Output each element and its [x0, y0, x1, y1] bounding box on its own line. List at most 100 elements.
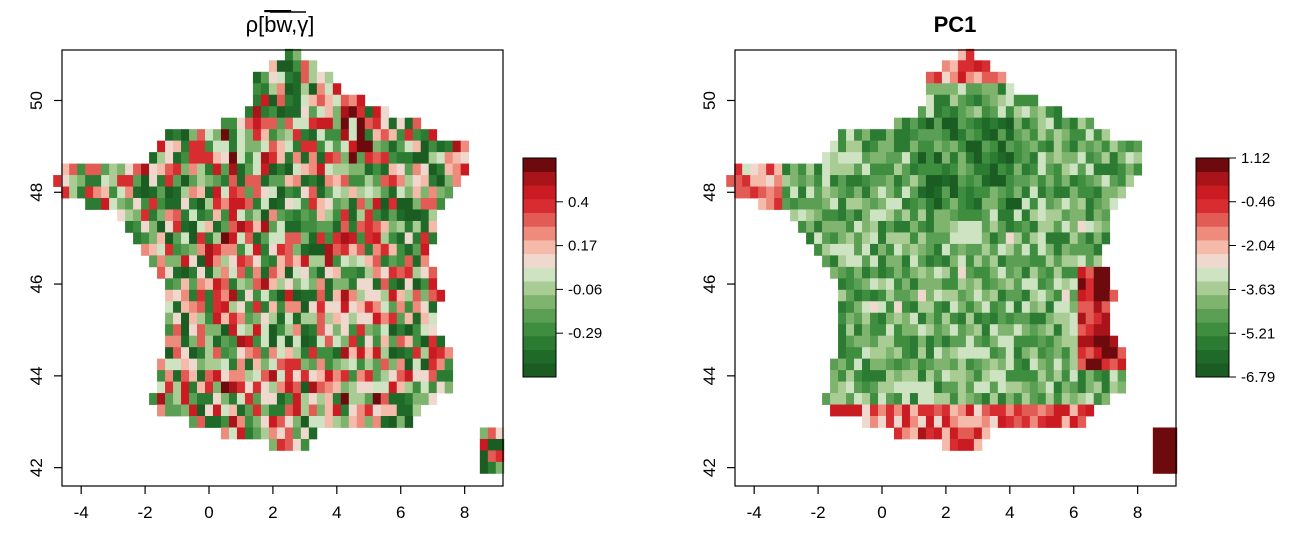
map-cell: [1021, 243, 1031, 256]
map-cell: [396, 243, 406, 256]
map-cell: [300, 117, 310, 130]
map-cell: [268, 381, 278, 394]
map-cell: [1045, 163, 1055, 176]
map-cell: [989, 347, 999, 360]
map-cell: [1013, 278, 1023, 291]
map-cell: [1045, 324, 1055, 337]
map-cell: [830, 255, 839, 268]
map-cell: [917, 416, 927, 428]
map-cell: [790, 163, 799, 176]
map-cell: [1005, 381, 1015, 394]
map-cell: [380, 129, 390, 142]
map-cell: [284, 393, 294, 405]
map-cell: [973, 163, 983, 176]
map-cell: [957, 404, 967, 417]
map-cell: [925, 393, 935, 405]
map-cell: [870, 175, 879, 187]
map-cell: [1093, 381, 1103, 394]
map-cell: [212, 175, 222, 187]
map-cell: [1117, 358, 1127, 371]
map-cell: [901, 175, 911, 187]
map-cell: [308, 94, 318, 107]
map-cell: [276, 60, 286, 73]
map-cell: [989, 312, 999, 325]
map-cell: [228, 175, 238, 187]
map-cell: [1069, 289, 1079, 302]
map-cell: [1005, 117, 1015, 130]
map-cell: [69, 186, 78, 199]
map-cell: [981, 370, 991, 382]
map-cell: [436, 152, 446, 164]
map-cell: [1061, 209, 1071, 222]
map-cell: [901, 301, 911, 314]
map-cell: [965, 209, 975, 222]
map-cell: [205, 358, 214, 371]
map-cell: [917, 335, 927, 348]
map-cell: [197, 186, 206, 199]
map-cell: [1029, 312, 1039, 325]
map-cell: [1085, 186, 1095, 199]
map-cell: [1085, 117, 1095, 130]
map-cell: [1005, 94, 1015, 107]
map-cell: [965, 335, 975, 348]
map-cell: [901, 117, 911, 130]
map-cell: [308, 301, 318, 314]
map-cell: [909, 209, 919, 222]
map-cell: [228, 117, 238, 130]
map-cell: [189, 358, 198, 371]
map-cell: [244, 198, 254, 210]
map-cell: [340, 370, 350, 382]
map-cell: [870, 278, 879, 291]
colorbar-swatch: [1196, 185, 1229, 200]
map-cell: [981, 404, 991, 417]
map-cell: [252, 71, 262, 84]
map-cell: [396, 152, 406, 164]
map-cell: [1013, 301, 1023, 314]
map-cell: [316, 152, 326, 164]
map-cell: [1045, 175, 1055, 187]
map-cell: [412, 232, 422, 245]
map-cell: [220, 175, 230, 187]
map-cell: [157, 220, 166, 233]
map-cell: [1053, 358, 1063, 371]
map-cell: [380, 266, 390, 279]
map-cell: [870, 381, 879, 394]
map-cell: [989, 324, 999, 337]
map-cell: [380, 209, 390, 222]
map-cell: [332, 416, 342, 428]
map-cell: [396, 220, 406, 233]
map-cell: [244, 312, 254, 325]
map-cell: [1013, 393, 1023, 405]
map-cell: [1093, 255, 1103, 268]
map-cell: [1077, 117, 1087, 130]
colorbar-swatch: [523, 363, 556, 378]
map-cell: [244, 370, 254, 382]
map-cell: [893, 152, 903, 164]
map-cell: [268, 140, 278, 153]
map-cell: [965, 427, 975, 440]
map-cell: [846, 266, 855, 279]
map-cell: [412, 220, 422, 233]
map-cell: [316, 266, 326, 279]
map-cell: [893, 140, 903, 153]
map-cell: [814, 175, 823, 187]
map-cell: [388, 335, 398, 348]
map-cell: [396, 404, 406, 417]
map-cell: [292, 106, 302, 119]
map-cell: [292, 94, 302, 107]
map-cell: [1085, 370, 1095, 382]
map-cell: [981, 266, 991, 279]
map-cell: [885, 163, 895, 176]
map-cell: [1085, 324, 1095, 337]
map-cell: [412, 393, 422, 405]
map-cell: [157, 152, 166, 164]
map-cell: [276, 370, 286, 382]
map-cell: [957, 48, 967, 61]
chart-title-rho: ρ[bw,γ]: [246, 12, 315, 37]
map-cell: [324, 163, 334, 176]
map-cell: [933, 427, 943, 440]
map-cell: [1053, 278, 1063, 291]
map-cell: [846, 152, 855, 164]
map-cell: [420, 140, 430, 153]
